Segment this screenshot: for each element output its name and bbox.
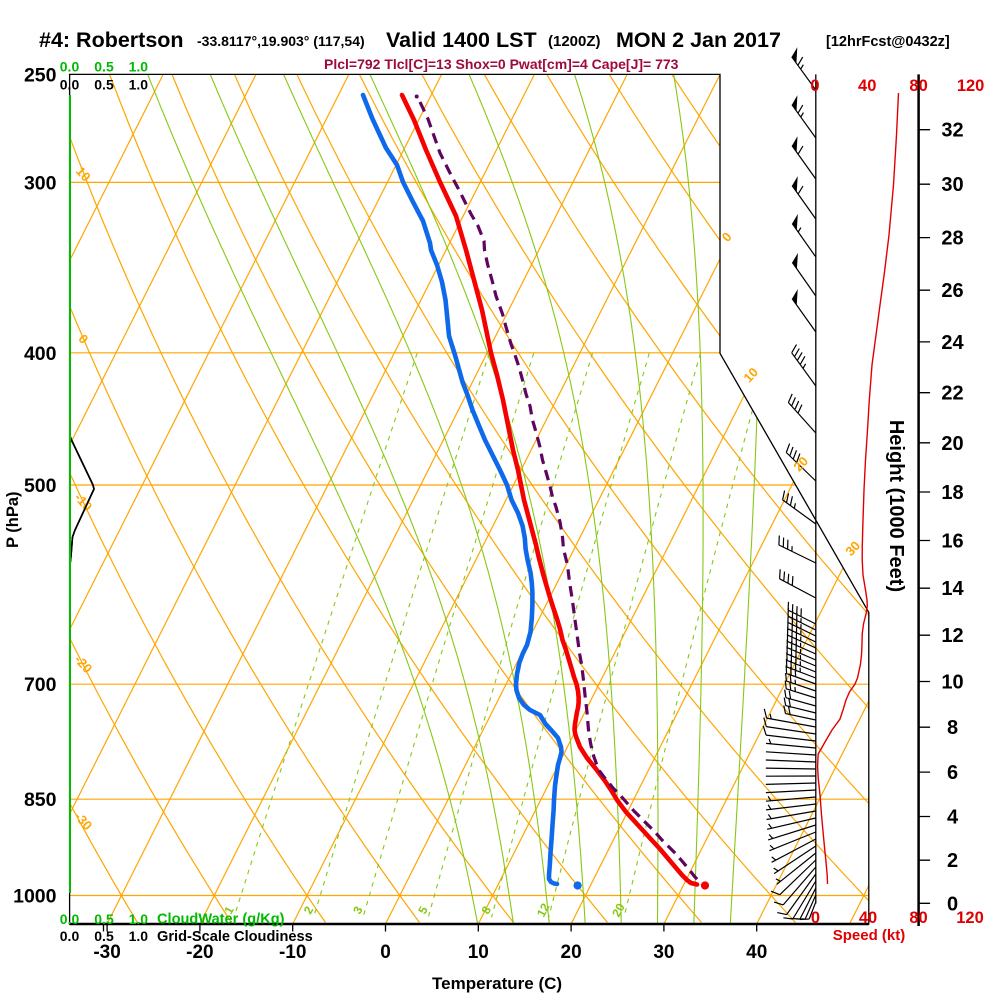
- svg-text:-30: -30: [93, 942, 120, 963]
- svg-text:Temperature (C): Temperature (C): [432, 974, 562, 993]
- svg-text:850: 850: [24, 789, 57, 811]
- svg-text:0.5: 0.5: [94, 59, 114, 75]
- svg-text:10: 10: [468, 942, 489, 963]
- svg-text:2: 2: [947, 850, 958, 872]
- svg-text:MON 2 Jan 2017: MON 2 Jan 2017: [616, 28, 781, 52]
- svg-text:20: 20: [561, 942, 582, 963]
- svg-text:24: 24: [941, 332, 964, 354]
- svg-text:0: 0: [380, 942, 391, 963]
- svg-text:16: 16: [941, 530, 963, 552]
- svg-text:22: 22: [941, 383, 963, 405]
- svg-text:1.0: 1.0: [129, 911, 149, 927]
- svg-text:8: 8: [947, 717, 958, 739]
- svg-text:32: 32: [941, 120, 963, 142]
- svg-text:30: 30: [941, 174, 963, 196]
- svg-text:26: 26: [941, 280, 963, 302]
- svg-text:700: 700: [24, 674, 57, 696]
- svg-text:40: 40: [859, 909, 877, 927]
- svg-text:Grid-Scale Cloudiness: Grid-Scale Cloudiness: [157, 929, 313, 945]
- svg-text:0.0: 0.0: [60, 911, 80, 927]
- svg-text:0: 0: [947, 893, 958, 915]
- svg-text:4: 4: [947, 806, 959, 828]
- svg-text:1.0: 1.0: [129, 928, 149, 944]
- svg-text:1.0: 1.0: [129, 59, 149, 75]
- svg-text:400: 400: [24, 343, 57, 365]
- svg-text:[12hrFcst@0432z]: [12hrFcst@0432z]: [826, 34, 950, 50]
- svg-text:40: 40: [746, 942, 767, 963]
- svg-text:80: 80: [909, 909, 927, 927]
- svg-text:0.5: 0.5: [94, 911, 114, 927]
- svg-text:Speed (kt): Speed (kt): [833, 927, 906, 944]
- svg-text:1.0: 1.0: [129, 76, 149, 92]
- svg-text:500: 500: [24, 475, 57, 497]
- svg-text:Valid 1400 LST: Valid 1400 LST: [386, 28, 537, 52]
- svg-text:1000: 1000: [13, 886, 57, 908]
- svg-text:Height (1000 Feet): Height (1000 Feet): [885, 420, 907, 592]
- svg-text:#4: Robertson: #4: Robertson: [39, 28, 184, 52]
- svg-text:20: 20: [609, 901, 628, 920]
- svg-text:-10: -10: [279, 942, 306, 963]
- svg-text:40: 40: [858, 77, 876, 95]
- svg-text:10: 10: [941, 672, 963, 694]
- svg-text:300: 300: [24, 172, 57, 194]
- svg-text:CloudWater (g/Kg): CloudWater (g/Kg): [157, 912, 285, 928]
- svg-text:-20: -20: [186, 942, 213, 963]
- svg-text:12: 12: [534, 901, 553, 920]
- svg-text:0.0: 0.0: [60, 928, 80, 944]
- svg-text:0.0: 0.0: [60, 59, 80, 75]
- svg-text:120: 120: [956, 909, 984, 927]
- svg-text:0.0: 0.0: [60, 76, 80, 92]
- svg-text:12: 12: [941, 625, 963, 647]
- svg-text:14: 14: [941, 578, 964, 600]
- svg-text:0: 0: [811, 909, 820, 927]
- svg-text:6: 6: [947, 762, 958, 784]
- svg-text:120: 120: [957, 77, 985, 95]
- svg-text:P (hPa): P (hPa): [4, 491, 22, 548]
- svg-text:0.5: 0.5: [94, 928, 114, 944]
- svg-text:0.5: 0.5: [94, 76, 114, 92]
- svg-text:0: 0: [810, 77, 819, 95]
- svg-text:250: 250: [24, 64, 57, 86]
- svg-text:(1200Z): (1200Z): [548, 33, 601, 50]
- svg-text:-33.8117°,19.903° (117,54): -33.8117°,19.903° (117,54): [197, 33, 365, 49]
- svg-text:30: 30: [653, 942, 674, 963]
- svg-text:20: 20: [941, 433, 963, 455]
- svg-text:80: 80: [909, 77, 927, 95]
- svg-text:Plcl=792 Tlcl[C]=13 Shox=0 Pwa: Plcl=792 Tlcl[C]=13 Shox=0 Pwat[cm]=4 Ca…: [324, 56, 679, 72]
- svg-text:28: 28: [941, 228, 963, 250]
- svg-text:18: 18: [941, 482, 963, 504]
